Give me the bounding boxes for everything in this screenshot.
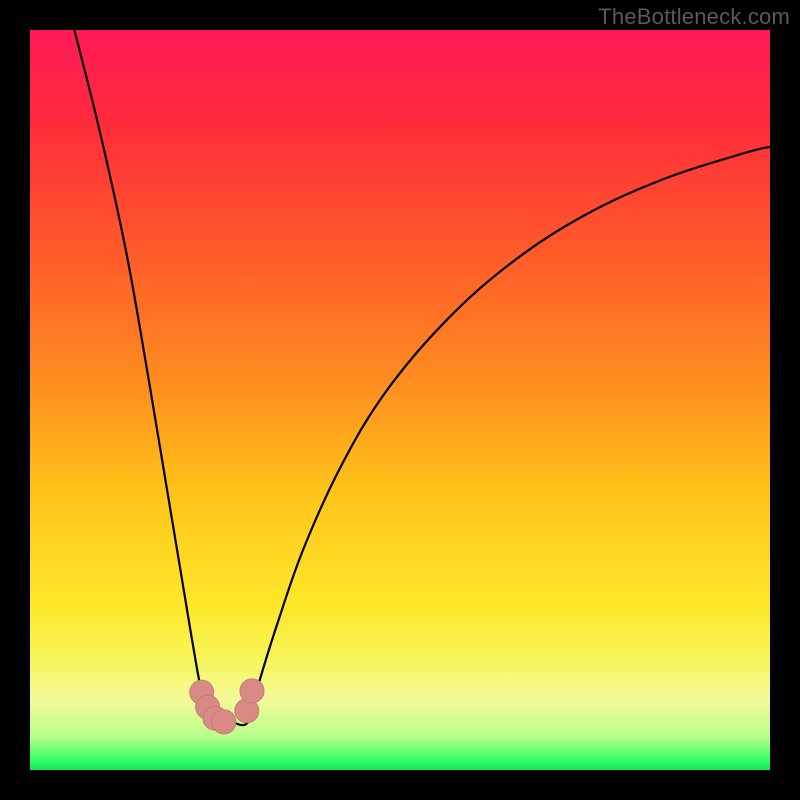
watermark-text: TheBottleneck.com [598, 4, 790, 30]
valley-marker [212, 710, 236, 734]
chart-stage: TheBottleneck.com [0, 0, 800, 800]
bottleneck-curve-chart [0, 0, 800, 800]
heat-gradient-background [30, 30, 770, 770]
valley-marker [240, 679, 264, 703]
